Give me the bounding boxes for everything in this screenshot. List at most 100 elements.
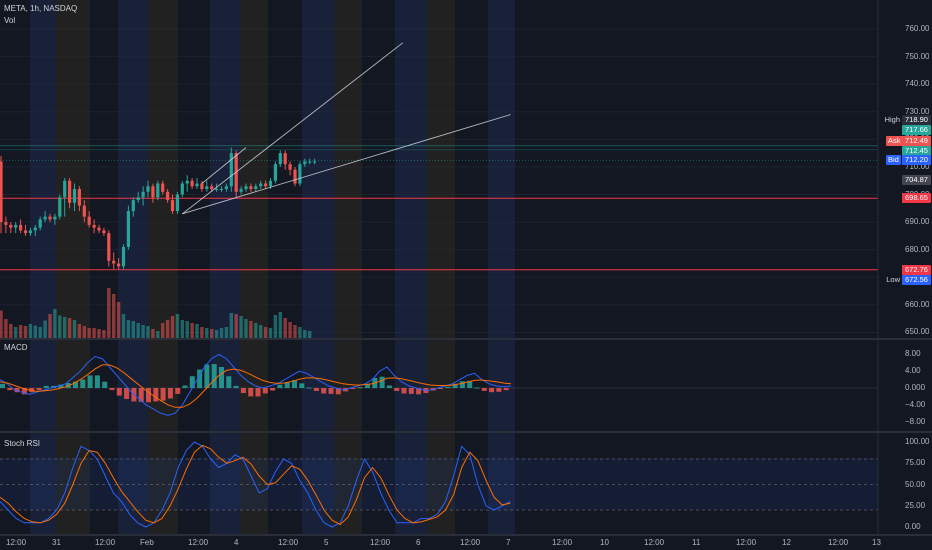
price-tick-label: 660.00 (905, 299, 930, 309)
macd-histogram-bar (270, 388, 276, 391)
volume-bar (4, 319, 8, 338)
volume-bar (234, 314, 238, 338)
macd-histogram-bar (189, 376, 195, 388)
candle-body (0, 161, 3, 223)
macd-title[interactable]: MACD (4, 343, 28, 352)
macd-histogram-bar (255, 388, 261, 397)
stoch-rsi-title[interactable]: Stoch RSI (4, 439, 41, 448)
volume-bar (131, 321, 135, 338)
candle-body (77, 189, 81, 206)
candle-body (268, 180, 273, 187)
candle-body (283, 153, 287, 165)
volume-bar (170, 316, 175, 338)
macd-histogram-bar (416, 388, 422, 395)
ask-tag: 712.49 (902, 136, 931, 146)
candle-body (146, 186, 150, 192)
candle-body (4, 222, 8, 225)
candle-body (308, 161, 312, 163)
macd-histogram-bar (0, 383, 5, 388)
volume-bar (254, 323, 258, 338)
candle-body (28, 230, 32, 234)
volume-bar (63, 317, 67, 338)
time-tick-label: 12:00 (188, 538, 209, 547)
candle-body (92, 224, 96, 228)
macd-histogram-bar (102, 381, 108, 388)
candle-body (14, 224, 18, 228)
volume-bar (229, 313, 233, 338)
time-tick-label: 13 (872, 538, 881, 547)
candle-body (185, 180, 189, 184)
high-tag: 718.90 (902, 115, 931, 125)
macd-histogram-bar (474, 387, 480, 389)
volume-label[interactable]: Vol (4, 16, 16, 25)
session-band (118, 0, 148, 535)
macd-histogram-bar (116, 388, 122, 396)
macd-histogram-bar (292, 380, 297, 388)
price-tick-label: 690.00 (905, 217, 930, 227)
macd-histogram-bar (496, 388, 502, 392)
macd-tick-label: 8.00 (905, 349, 921, 359)
time-tick-label: 11 (692, 538, 701, 547)
macd-histogram-bar (335, 388, 341, 395)
time-tick-label: 6 (416, 538, 421, 547)
macd-histogram-bar (233, 385, 239, 388)
volume-bar (146, 326, 150, 338)
volume-bar (14, 327, 18, 338)
stoch-tick-label: 75.00 (905, 458, 926, 468)
candle-body (72, 189, 77, 203)
volume-bar (72, 320, 77, 338)
volume-bar (141, 325, 145, 338)
time-tick-label: 12:00 (278, 538, 299, 547)
volume-bar (43, 320, 47, 338)
candle-body (117, 263, 121, 267)
candle-body (151, 186, 155, 198)
volume-bar (9, 324, 13, 338)
time-tick-label: 31 (52, 538, 61, 547)
macd-histogram-bar (467, 380, 473, 388)
volume-bar (308, 331, 312, 338)
candle-body (48, 216, 52, 220)
candle-body (313, 161, 317, 163)
candle-body (224, 186, 228, 190)
volume-bar (298, 327, 302, 338)
volume-bar (33, 325, 37, 338)
price-tick-label: 680.00 (905, 244, 930, 254)
session-band (56, 0, 90, 535)
candle-body (190, 180, 194, 187)
candle-body (239, 189, 243, 192)
volume-bar (58, 315, 62, 338)
macd-histogram-bar (313, 388, 319, 391)
session-band (488, 0, 515, 535)
macd-histogram-bar (226, 376, 232, 388)
candle-body (210, 186, 214, 190)
candle-body (229, 153, 233, 187)
bid-tag: 712.20 (902, 155, 931, 165)
candle-body (288, 164, 292, 170)
symbol-title[interactable]: META, 1h, NASDAQ (4, 4, 78, 13)
volume-bar (87, 328, 91, 338)
macd-histogram-bar (14, 388, 20, 393)
level-tag-704: 704.87 (902, 175, 931, 185)
macd-histogram-bar (481, 388, 487, 391)
time-tick-label: 10 (600, 538, 609, 547)
volume-bar (263, 327, 268, 338)
trendline (182, 42, 404, 215)
candle-body (303, 161, 307, 165)
candle-body (33, 227, 37, 231)
macd-histogram-bar (248, 388, 254, 397)
last-price-tag: 712.45 (902, 146, 931, 156)
volume-bar (48, 314, 52, 338)
candle-body (200, 183, 204, 190)
candle-body (68, 180, 72, 203)
volume-bar (224, 327, 229, 338)
macd-tick-label: 4.00 (905, 366, 921, 376)
volume-bar (288, 322, 292, 338)
macd-tick-label: −8.00 (905, 416, 926, 426)
volume-bar (28, 324, 33, 338)
candle-body (298, 164, 302, 184)
macd-histogram-bar (240, 388, 246, 394)
price-tick-label: 710.00 (905, 161, 930, 171)
macd-histogram-bar (175, 388, 181, 394)
volume-bar (273, 315, 278, 338)
